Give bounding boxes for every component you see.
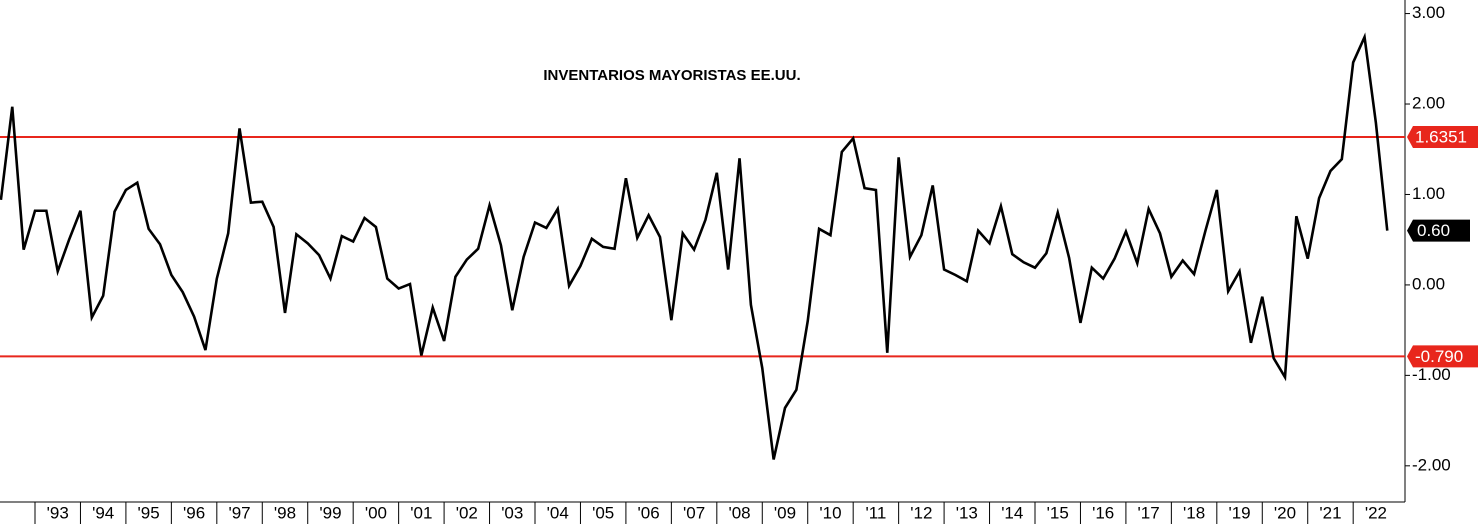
x-tick-label: '99 <box>319 503 341 522</box>
last-value-box <box>1407 219 1470 242</box>
y-tick-label: -1.00 <box>1412 365 1451 384</box>
reference-label-box <box>1407 126 1478 149</box>
x-tick-label: '07 <box>683 503 705 522</box>
x-tick-label: '16 <box>1092 503 1114 522</box>
x-tick-label: '06 <box>638 503 660 522</box>
x-tick-label: '13 <box>956 503 978 522</box>
x-tick-label: '11 <box>865 503 886 522</box>
x-tick-label: '17 <box>1138 503 1160 522</box>
x-tick-label: '95 <box>138 503 160 522</box>
data-line <box>0 32 1389 460</box>
y-tick-label: -2.00 <box>1412 455 1451 474</box>
chart-title: INVENTARIOS MAYORISTAS EE.UU. <box>543 67 800 84</box>
x-tick-label: '09 <box>774 503 796 522</box>
x-tick-label: '03 <box>501 503 523 522</box>
x-tick-label: '19 <box>1228 503 1250 522</box>
x-tick-label: '00 <box>365 503 387 522</box>
x-tick-label: '97 <box>228 503 250 522</box>
x-tick-label: '93 <box>47 503 69 522</box>
y-tick-label: 2.00 <box>1412 94 1445 113</box>
x-tick-label: '94 <box>92 503 114 522</box>
y-tick-label: 0.00 <box>1412 274 1445 293</box>
x-tick-label: '20 <box>1274 503 1296 522</box>
x-tick-label: '01 <box>410 503 432 522</box>
x-tick-label: '14 <box>1001 503 1023 522</box>
x-tick-label: '98 <box>274 503 296 522</box>
reference-label: 1.6351 <box>1415 128 1467 147</box>
y-tick-label: 1.00 <box>1412 184 1445 203</box>
x-tick-label: '15 <box>1047 503 1069 522</box>
x-tick-label: '02 <box>456 503 478 522</box>
x-tick-label: '08 <box>728 503 750 522</box>
last-value-label: 0.60 <box>1417 221 1450 240</box>
x-tick-label: '04 <box>547 503 569 522</box>
x-tick-label: '12 <box>910 503 932 522</box>
x-tick-label: '18 <box>1183 503 1205 522</box>
y-tick-label: 3.00 <box>1412 3 1445 22</box>
reference-label: -0.790 <box>1415 347 1463 366</box>
x-tick-label: '05 <box>592 503 614 522</box>
x-tick-label: '10 <box>819 503 841 522</box>
reference-label-box <box>1407 345 1478 368</box>
x-tick-label: '21 <box>1319 503 1341 522</box>
x-tick-label: '96 <box>183 503 205 522</box>
x-tick-label: '22 <box>1365 503 1387 522</box>
